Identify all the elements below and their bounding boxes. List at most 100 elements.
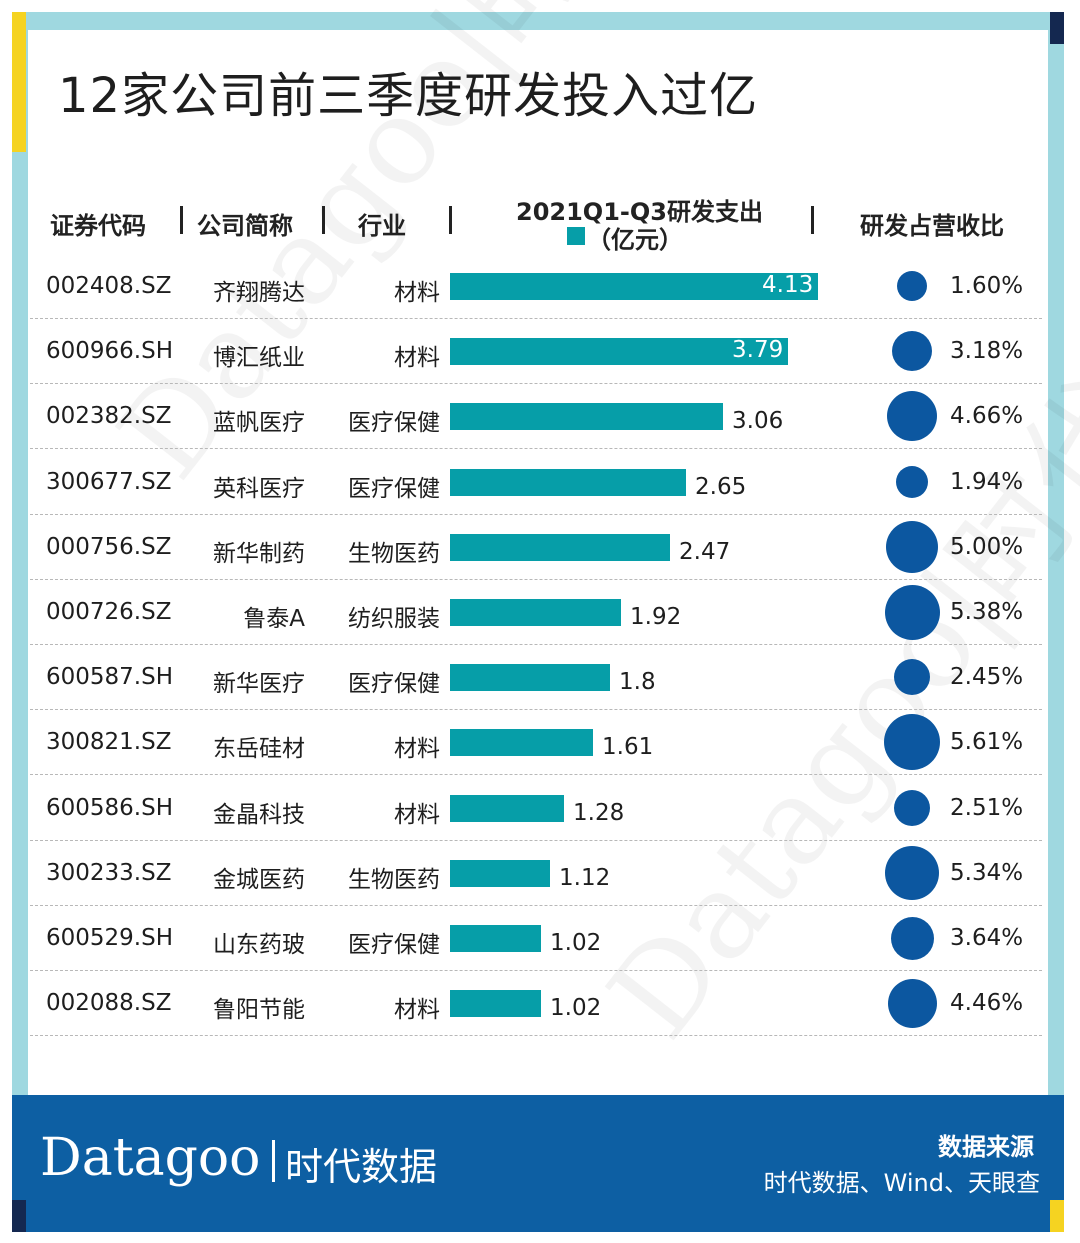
row-industry: 材料 [394, 997, 440, 1024]
ratio-label: 5.00% [950, 533, 1024, 560]
row-industry: 医疗保健 [348, 410, 440, 437]
row-code: 300821.SZ [46, 729, 172, 756]
row-divider [30, 644, 1042, 645]
bar-value-label: 2.65 [695, 473, 747, 500]
row-industry: 医疗保健 [348, 475, 440, 502]
bar-value-label: 1.12 [559, 864, 611, 891]
ratio-bubble [894, 659, 930, 696]
row-company-name: 新华医疗 [213, 671, 305, 698]
footer-logo: Datagoo [40, 1128, 261, 1188]
bar-value-label: 4.13 [762, 272, 814, 298]
row-company-name: 鲁阳节能 [213, 997, 305, 1024]
row-company-name: 山东药玻 [213, 932, 305, 958]
navy-accent-bottom-left [12, 1200, 26, 1232]
bar-value-label: 1.02 [550, 930, 602, 956]
row-code: 600966.SH [46, 338, 174, 365]
row-industry: 材料 [394, 736, 440, 763]
ratio-label: 2.51% [950, 794, 1024, 821]
row-code: 600586.SH [46, 794, 174, 821]
ratio-bubble [896, 465, 928, 498]
ratio-bubble [887, 391, 937, 442]
yellow-accent-top-left [12, 12, 26, 152]
ratio-label: 4.66% [950, 403, 1024, 430]
ratio-label: 5.38% [950, 599, 1024, 625]
bar [450, 599, 621, 626]
bar [450, 273, 818, 300]
ratio-bubble [884, 584, 940, 640]
row-divider [30, 970, 1042, 971]
bar-value-label: 1.61 [602, 734, 654, 761]
bar [450, 925, 541, 952]
bar-value-label: 1.92 [630, 604, 682, 630]
row-code: 300233.SZ [46, 859, 172, 886]
row-code: 300677.SZ [46, 468, 172, 495]
row-industry: 材料 [394, 801, 440, 828]
row-company-name: 金晶科技 [213, 801, 305, 828]
yellow-accent-bottom-right [1050, 1200, 1064, 1232]
ratio-label: 1.60% [950, 273, 1024, 299]
row-divider [30, 383, 1042, 385]
bar [450, 533, 670, 561]
row-code: 600529.SH [46, 925, 174, 951]
row-divider [30, 774, 1042, 776]
row-divider [30, 839, 1042, 841]
row-code: 002088.SZ [46, 990, 172, 1017]
row-company-name: 东岳硅材 [213, 736, 305, 763]
row-company-name: 齐翔腾达 [213, 280, 305, 306]
bar-value-label: 3.06 [732, 408, 784, 435]
ratio-bubble [886, 520, 938, 573]
header-code: 证券代码 [50, 212, 146, 240]
row-code: 600587.SH [46, 664, 174, 691]
ratio-bubble [885, 845, 939, 900]
ratio-label: 3.64% [950, 925, 1024, 951]
ratio-bubble [897, 271, 927, 301]
row-code: 000756.SZ [46, 533, 172, 560]
ratio-label: 4.46% [950, 990, 1024, 1017]
row-code: 000726.SZ [46, 599, 172, 625]
page-title: 12家公司前三季度研发投入过亿 [58, 68, 759, 124]
bar-value-label: 1.8 [619, 669, 656, 696]
bar-value-label: 1.28 [573, 799, 625, 826]
row-industry: 生物医药 [348, 866, 440, 893]
bar [450, 468, 686, 496]
row-industry: 材料 [394, 345, 440, 372]
row-divider [30, 1035, 1042, 1037]
navy-accent-top-right [1050, 12, 1064, 44]
header-separator [449, 206, 452, 234]
ratio-bubble [892, 331, 932, 372]
row-divider [30, 318, 1042, 319]
legend-swatch [567, 227, 585, 245]
row-industry: 材料 [394, 280, 440, 306]
ratio-label: 3.18% [950, 338, 1024, 365]
bar [450, 729, 593, 757]
ratio-label: 1.94% [950, 468, 1024, 495]
row-divider [30, 448, 1042, 450]
row-divider [30, 709, 1042, 711]
header-ratio: 研发占营收比 [860, 212, 1004, 240]
header-separator [811, 206, 814, 234]
row-company-name: 英科医疗 [213, 475, 305, 502]
ratio-bubble [884, 714, 940, 771]
row-industry: 医疗保健 [348, 932, 440, 958]
bar [450, 403, 723, 431]
row-company-name: 鲁泰A [243, 606, 305, 632]
footer-logo-cn: 时代数据 [285, 1145, 438, 1189]
bar [450, 664, 610, 692]
row-code: 002382.SZ [46, 403, 172, 430]
header-name: 公司简称 [197, 212, 293, 240]
logo-divider [272, 1140, 275, 1182]
footer-band [12, 1095, 1064, 1232]
ratio-label: 5.34% [950, 859, 1024, 886]
row-code: 002408.SZ [46, 273, 172, 299]
row-industry: 纺织服装 [348, 606, 440, 632]
header-separator [180, 206, 183, 234]
bar [450, 794, 564, 822]
row-divider [30, 513, 1042, 515]
row-industry: 医疗保健 [348, 671, 440, 698]
ratio-bubble [890, 916, 934, 960]
ratio-label: 5.61% [950, 729, 1024, 756]
header-spend-unit: （亿元） [587, 226, 683, 254]
row-industry: 生物医药 [348, 540, 440, 567]
row-divider [30, 578, 1042, 580]
row-company-name: 金城医药 [213, 866, 305, 893]
